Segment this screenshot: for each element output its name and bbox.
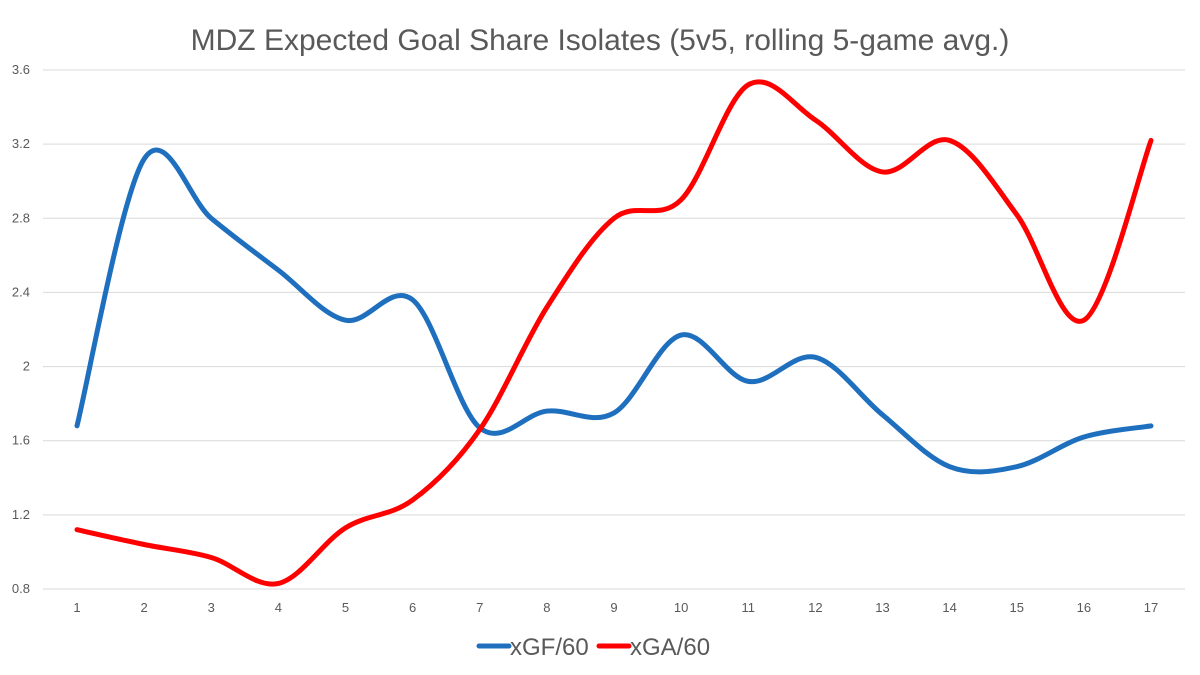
x-tick-label: 3 xyxy=(208,600,215,615)
y-tick-label: 0.8 xyxy=(12,581,30,596)
x-tick-label: 14 xyxy=(942,600,956,615)
x-tick-label: 11 xyxy=(742,600,756,615)
x-tick-label: 10 xyxy=(674,600,688,615)
series-lines xyxy=(74,79,1154,587)
legend-label-xga-60: xGA/60 xyxy=(630,634,710,661)
legend: xGF/60 xGA/60 xyxy=(476,634,710,661)
y-tick-label: 2 xyxy=(23,359,30,374)
y-tick-label: 2.8 xyxy=(12,210,30,225)
x-tick-label: 7 xyxy=(476,600,483,615)
x-tick-label: 8 xyxy=(543,600,550,615)
y-tick-label: 1.2 xyxy=(12,507,30,522)
x-tick-label: 13 xyxy=(875,600,889,615)
x-tick-label: 2 xyxy=(141,600,148,615)
y-axis-ticks: 0.8 1.2 1.6 2 2.4 2.8 3.2 3.6 xyxy=(12,62,30,596)
series-line-xgf-60 xyxy=(74,147,1154,475)
x-tick-label: 9 xyxy=(610,600,617,615)
x-tick-label: 16 xyxy=(1077,600,1091,615)
y-tick-label: 2.4 xyxy=(12,284,30,299)
x-tick-label: 17 xyxy=(1144,600,1158,615)
x-tick-label: 6 xyxy=(409,600,416,615)
x-tick-label: 1 xyxy=(73,600,80,615)
x-axis-ticks: 1 2 3 4 5 6 7 8 9 10 11 12 13 14 15 16 17 xyxy=(73,600,1158,615)
y-tick-label: 3.2 xyxy=(12,136,30,151)
x-tick-label: 4 xyxy=(275,600,282,615)
series-line-xga-60 xyxy=(74,79,1154,587)
gridlines xyxy=(43,69,1185,590)
y-tick-label: 1.6 xyxy=(12,433,30,448)
chart-title: MDZ Expected Goal Share Isolates (5v5, r… xyxy=(191,24,1010,57)
x-tick-label: 15 xyxy=(1010,600,1024,615)
x-tick-label: 5 xyxy=(342,600,349,615)
legend-label-xgf-60: xGF/60 xyxy=(510,634,589,661)
x-tick-label: 12 xyxy=(808,600,822,615)
y-tick-label: 3.6 xyxy=(12,62,30,77)
